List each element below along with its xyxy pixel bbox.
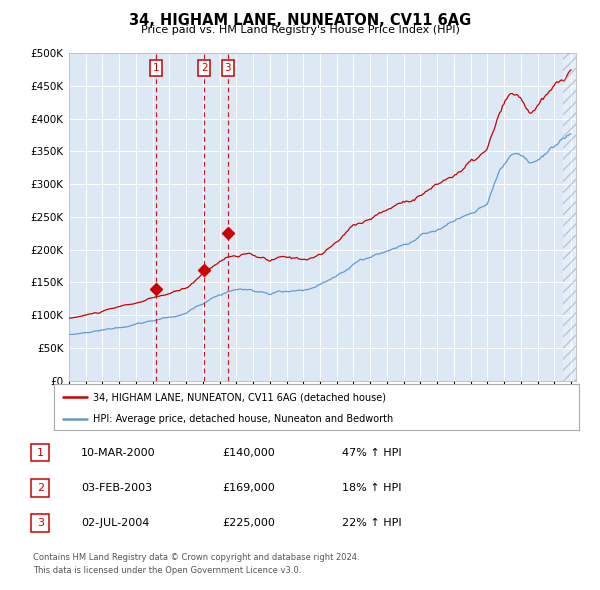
- Text: £169,000: £169,000: [222, 483, 275, 493]
- Text: 1: 1: [152, 63, 159, 73]
- Text: Contains HM Land Registry data © Crown copyright and database right 2024.: Contains HM Land Registry data © Crown c…: [33, 553, 359, 562]
- Text: £225,000: £225,000: [222, 519, 275, 528]
- Text: 34, HIGHAM LANE, NUNEATON, CV11 6AG: 34, HIGHAM LANE, NUNEATON, CV11 6AG: [129, 13, 471, 28]
- Text: 03-FEB-2003: 03-FEB-2003: [81, 483, 152, 493]
- Text: 22% ↑ HPI: 22% ↑ HPI: [342, 519, 401, 528]
- Text: 2: 2: [37, 483, 44, 493]
- Text: 34, HIGHAM LANE, NUNEATON, CV11 6AG (detached house): 34, HIGHAM LANE, NUNEATON, CV11 6AG (det…: [94, 392, 386, 402]
- Text: 3: 3: [224, 63, 231, 73]
- Bar: [563, 53, 576, 381]
- Text: 1: 1: [37, 448, 44, 457]
- Text: HPI: Average price, detached house, Nuneaton and Bedworth: HPI: Average price, detached house, Nune…: [94, 414, 394, 424]
- Text: £140,000: £140,000: [222, 448, 275, 457]
- Text: 18% ↑ HPI: 18% ↑ HPI: [342, 483, 401, 493]
- Text: 02-JUL-2004: 02-JUL-2004: [81, 519, 149, 528]
- Text: 3: 3: [37, 519, 44, 528]
- Text: 10-MAR-2000: 10-MAR-2000: [81, 448, 155, 457]
- Text: 47% ↑ HPI: 47% ↑ HPI: [342, 448, 401, 457]
- Text: This data is licensed under the Open Government Licence v3.0.: This data is licensed under the Open Gov…: [33, 566, 301, 575]
- Bar: [563, 53, 576, 381]
- Text: 2: 2: [201, 63, 208, 73]
- Text: Price paid vs. HM Land Registry's House Price Index (HPI): Price paid vs. HM Land Registry's House …: [140, 25, 460, 35]
